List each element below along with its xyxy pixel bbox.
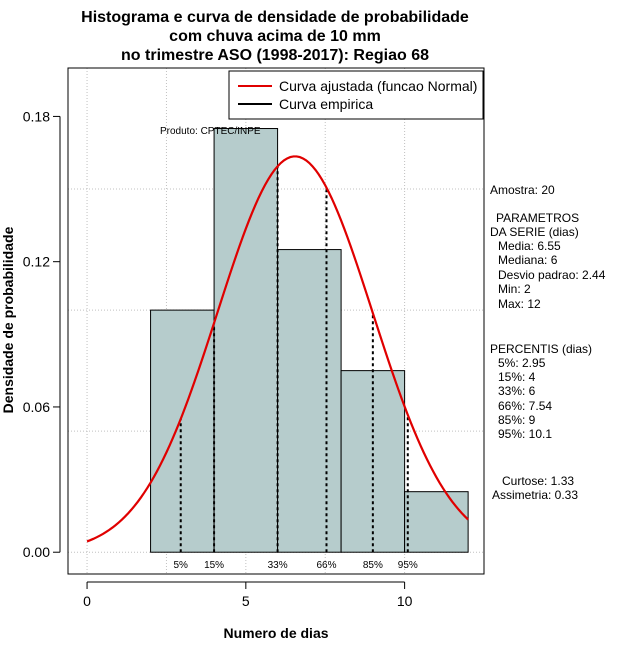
- x-tick-label-5: 5: [242, 593, 250, 609]
- assimetria: Assimetria: 0.33: [492, 488, 578, 502]
- y-tick-label-0: 0.00: [23, 544, 50, 560]
- percentile-label-66%: 66%: [316, 560, 336, 571]
- percentile-label-5%: 5%: [174, 560, 189, 571]
- param-desvio: Desvio padrao: 2.44: [498, 268, 606, 282]
- percentile-label-15%: 15%: [204, 560, 224, 571]
- y-axis-label: Densidade de probabilidade: [0, 226, 16, 413]
- x-axis-label: Numero de dias: [223, 625, 328, 641]
- product-annotation: Produto: CPTEC/INPE: [160, 126, 261, 137]
- param-mediana: Mediana: 6: [498, 253, 558, 267]
- percentil-5: 5%: 2.95: [498, 356, 546, 370]
- x-tick-label-0: 0: [83, 593, 91, 609]
- stats-panel: Amostra: 20 PARAMETROS DA SERIE (dias) M…: [490, 183, 606, 502]
- legend-label-empirical: Curva empirica: [279, 96, 373, 112]
- x-tick-label-10: 10: [397, 593, 413, 609]
- title-line-2: com chuva acima de 10 mm: [169, 28, 381, 45]
- percentil-85: 85%: 9: [498, 413, 536, 427]
- percentil-33: 33%: 6: [498, 384, 536, 398]
- percentis-header: PERCENTIS (dias): [490, 342, 592, 356]
- y-tick-label-3: 0.18: [23, 108, 50, 124]
- title-line-3: no trimestre ASO (1998-2017): Regiao 68: [121, 47, 429, 64]
- normal-curve: [86, 155, 469, 543]
- histogram-bar-2: [277, 249, 342, 553]
- histogram-bar-1: [213, 128, 279, 553]
- histogram-bars: [150, 128, 469, 553]
- chart-title: Histograma e curva de densidade de proba…: [81, 9, 469, 64]
- axes: 0 5 10 0.00 0.06 0.12 0.18: [23, 108, 413, 609]
- plot-frame: [67, 67, 485, 575]
- histogram-bar-4: [404, 491, 469, 553]
- y-tick-label-2: 0.12: [23, 254, 50, 270]
- title-line-1: Histograma e curva de densidade de proba…: [81, 9, 469, 26]
- percentil-15: 15%: 4: [498, 370, 536, 384]
- percentile-lines: 5% 15% 33% 66% 85% 95%: [174, 166, 418, 571]
- param-max: Max: 12: [498, 297, 541, 311]
- percentile-label-85%: 85%: [363, 560, 383, 571]
- percentile-label-33%: 33%: [268, 560, 288, 571]
- sample-size: Amostra: 20: [490, 183, 555, 197]
- histogram-bar-0: [150, 309, 215, 553]
- legend: Curva ajustada (funcao Normal) Curva emp…: [228, 70, 484, 120]
- params-header-1: PARAMETROS: [496, 211, 579, 225]
- legend-label-normal: Curva ajustada (funcao Normal): [279, 78, 477, 94]
- params-header-2: DA SERIE (dias): [490, 225, 579, 239]
- normal-curve-layer: [86, 155, 469, 543]
- percentil-95: 95%: 10.1: [498, 427, 552, 441]
- param-media: Media: 6.55: [498, 239, 561, 253]
- y-tick-label-1: 0.06: [23, 399, 50, 415]
- param-min: Min: 2: [498, 282, 531, 296]
- percentil-66: 66%: 7.54: [498, 399, 552, 413]
- curtose: Curtose: 1.33: [502, 474, 574, 488]
- legend-box: [228, 70, 484, 120]
- percentile-label-95%: 95%: [398, 560, 418, 571]
